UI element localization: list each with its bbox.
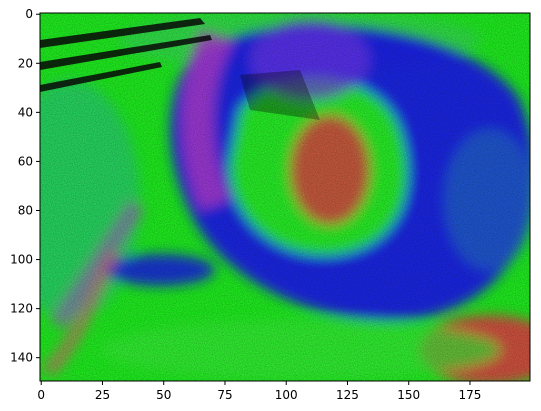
heatmap-image [40,13,530,381]
x-tick-label: 125 [336,388,359,402]
y-tick-label: 120 [10,302,33,316]
y-tick-label: 80 [18,203,33,217]
x-axis: 0 25 50 75 100 125 150 175 [37,381,481,402]
x-tick-label: 150 [397,388,420,402]
y-axis: 0 20 40 60 80 100 120 140 [10,7,40,365]
y-tick-label: 40 [18,105,33,119]
x-tick-label: 75 [217,388,232,402]
x-tick-label: 50 [156,388,171,402]
x-tick-label: 175 [459,388,482,402]
y-tick-label: 0 [25,7,33,21]
y-tick-label: 60 [18,154,33,168]
plot-frame [39,12,531,382]
x-tick-label: 25 [95,388,110,402]
x-tick-label: 0 [37,388,45,402]
y-tick-label: 100 [10,253,33,267]
y-tick-label: 140 [10,351,33,365]
x-tick-label: 100 [275,388,298,402]
y-tick-label: 20 [18,56,33,70]
